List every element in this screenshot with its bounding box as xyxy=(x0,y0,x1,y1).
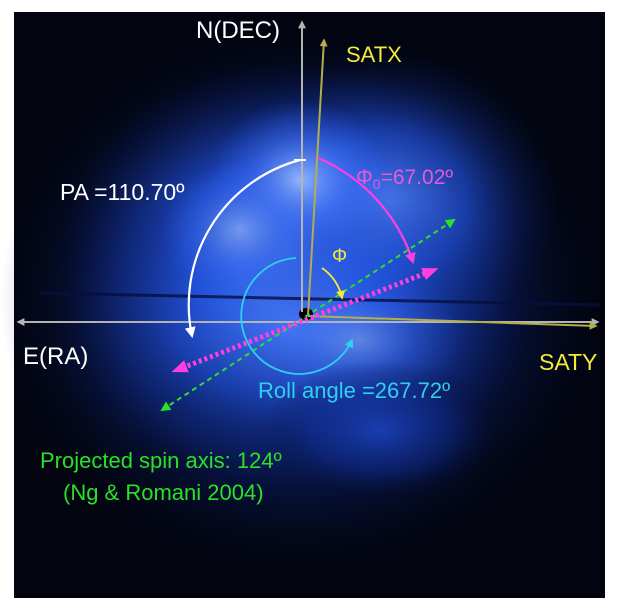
north-axis-label: N(DEC) xyxy=(196,17,280,44)
phi0-symbol: Φ xyxy=(356,166,373,189)
spin-axis-label-line2: (Ng & Romani 2004) xyxy=(63,480,264,505)
position-angle-arc xyxy=(184,158,301,339)
phi-arc xyxy=(321,267,345,300)
phi0-value: =67.02º xyxy=(381,166,454,189)
spin-axis-label-line1: Projected spin axis: 124º xyxy=(40,448,282,473)
saty-label: SATY xyxy=(539,349,597,375)
roll-angle-arc xyxy=(240,257,354,375)
east-axis-label: E(RA) xyxy=(23,343,88,370)
phi0-arc xyxy=(317,156,416,265)
satx-label: SATX xyxy=(346,42,402,67)
position-angle-label: PA =110.70º xyxy=(60,179,185,205)
phi0-subscript: 0 xyxy=(373,176,381,192)
phi-label: Φ xyxy=(332,246,347,267)
roll-angle-label: Roll angle =267.72º xyxy=(258,378,450,403)
phi0-label: Φ0=67.02º xyxy=(356,166,453,192)
